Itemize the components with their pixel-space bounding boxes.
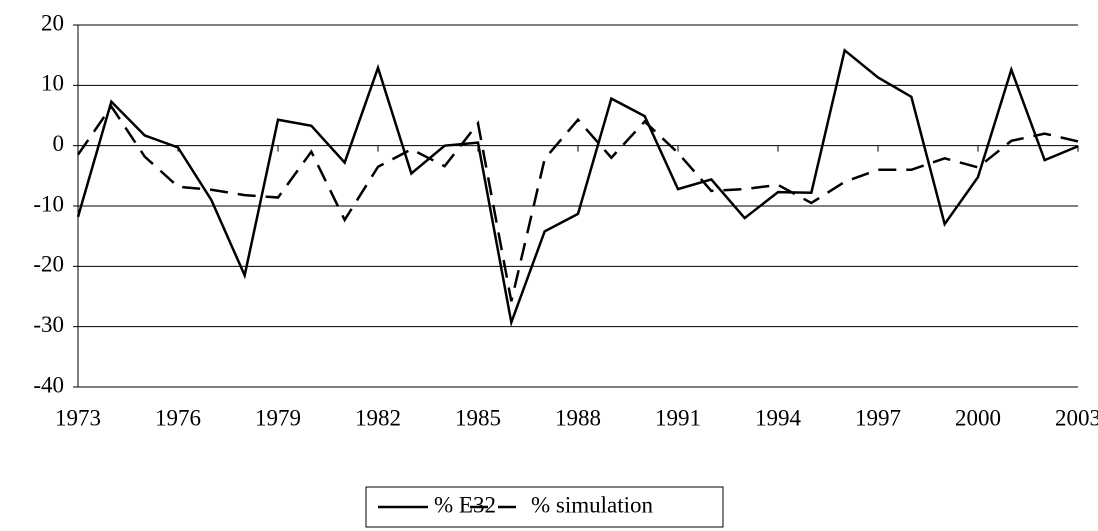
x-tick-label: 2000 — [955, 405, 1001, 430]
x-tick-label: 1973 — [55, 405, 101, 430]
y-tick-label: -30 — [33, 312, 64, 337]
x-tick-label: 1976 — [155, 405, 201, 430]
legend-label: % simulation — [531, 492, 654, 517]
y-tick-label: -10 — [33, 191, 64, 216]
series-line — [76, 104, 1079, 302]
y-tick-label: 10 — [41, 71, 64, 96]
legend-label: % E32 — [434, 492, 496, 517]
x-tick-label: 1985 — [455, 405, 501, 430]
x-tick-label: 1988 — [555, 405, 601, 430]
x-tick-label: 1982 — [355, 405, 401, 430]
y-tick-label: 20 — [41, 10, 64, 35]
x-tick-label: 1979 — [255, 405, 301, 430]
series-line — [76, 48, 1079, 328]
x-tick-label: 1991 — [655, 405, 701, 430]
y-tick-label: 0 — [53, 131, 65, 156]
x-tick-label: 2003 — [1055, 405, 1098, 430]
y-tick-label: -40 — [33, 372, 64, 397]
x-tick-label: 1994 — [755, 405, 802, 430]
y-tick-label: -20 — [33, 252, 64, 277]
x-tick-label: 1997 — [855, 405, 901, 430]
